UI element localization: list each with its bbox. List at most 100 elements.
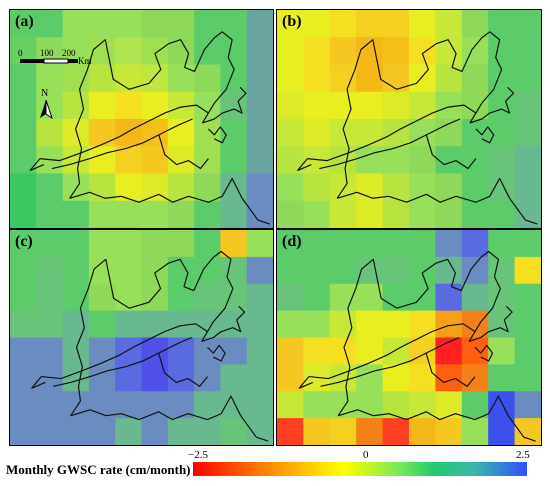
grid-cell [62, 256, 90, 285]
grid-cell [88, 200, 116, 228]
basin-boundary-line [298, 376, 313, 389]
grid-cell [115, 230, 142, 258]
grid-cell [167, 364, 195, 392]
grid-cell [194, 364, 221, 392]
basin-boundary-line [468, 305, 513, 342]
grid-cell [514, 230, 541, 258]
grid-cell [194, 418, 221, 445]
grid-cell [488, 173, 516, 202]
grid-cell [10, 200, 37, 228]
grid-cell [141, 310, 169, 338]
map-panel-a: (a) 0 100 200 Km N [9, 9, 274, 229]
grid-cell [246, 310, 273, 338]
grid-cell [220, 146, 248, 174]
grid-cell [246, 173, 273, 202]
grid-cell [115, 337, 142, 365]
grid-cell [220, 310, 248, 338]
grid-cell [246, 64, 273, 93]
grid-cell [329, 418, 357, 445]
grid-cell [277, 64, 304, 93]
grid-cell [356, 364, 384, 392]
grid-cell [246, 364, 273, 392]
grid-cell [115, 10, 142, 38]
grid-cell [409, 418, 436, 445]
grid-cell [382, 364, 410, 392]
grid-cell [62, 91, 90, 120]
basin-boundary-line [475, 126, 495, 144]
basin-boundary-line [29, 158, 45, 172]
grid-cell [277, 256, 304, 285]
basin-boundary-line [69, 31, 235, 199]
grid-cell [115, 119, 142, 147]
grid-cell [488, 337, 516, 365]
grid-cell [329, 119, 357, 147]
basin-boundary-line [51, 118, 193, 170]
grid-cell [461, 337, 489, 365]
grid-cell [277, 391, 304, 419]
basin-boundary-line [158, 134, 209, 170]
basin-boundary-line [336, 31, 503, 199]
grid-cell [10, 230, 37, 258]
grid-cell [303, 37, 331, 65]
grid-cell [303, 283, 331, 312]
grid-cell [409, 200, 436, 228]
grid-cell [435, 146, 463, 174]
grid-cell [514, 364, 541, 392]
grid-cell [303, 64, 331, 93]
grid-cell [356, 10, 384, 38]
grid-cell [461, 64, 489, 93]
grid-cell [409, 283, 436, 312]
grid-cell [382, 146, 410, 174]
basin-boundary-line [70, 250, 234, 417]
basin-boundary-line [158, 352, 208, 387]
grid-cell [220, 200, 248, 228]
grid-cell [409, 310, 436, 338]
grid-cell [141, 10, 169, 38]
grid-cell [36, 200, 64, 228]
grid-cell [62, 64, 90, 93]
grid-cell [382, 119, 410, 147]
grid-cell [303, 337, 331, 365]
grid-cell [88, 337, 116, 365]
grid-cell [461, 418, 489, 445]
grid-cell [115, 200, 142, 228]
grid-cell [461, 364, 489, 392]
grid-cell [488, 310, 516, 338]
grid-cell [461, 310, 489, 338]
grid-cell [435, 283, 463, 312]
grid-cell [246, 418, 273, 445]
grid-cell [514, 283, 541, 312]
scale-bar: 0 100 200 Km [18, 48, 93, 70]
grid-cell [409, 337, 436, 365]
grid-cell [115, 256, 142, 285]
legend-max-label: 2.5 [516, 449, 530, 461]
grid-cell [88, 10, 116, 38]
grid-cell [277, 230, 304, 258]
basin-boundary-line [70, 395, 269, 442]
scale-tick-100: 100 [40, 48, 54, 58]
grid-cell [194, 337, 221, 365]
grid-cell [461, 119, 489, 147]
grid-cell [356, 200, 384, 228]
grid-cell [88, 119, 116, 147]
north-label: N [41, 88, 49, 99]
panel-label-d: (d) [282, 233, 302, 250]
grid-cell [461, 200, 489, 228]
grid-cell [194, 173, 221, 202]
grid-cell [435, 230, 463, 258]
grid-cell [141, 230, 169, 258]
grid-cell [329, 200, 357, 228]
grid-cell [167, 283, 195, 312]
grid-cell [167, 200, 195, 228]
grid-cell [10, 418, 37, 445]
map-panel-c: (c) [9, 229, 274, 446]
basin-boundary-line [207, 126, 227, 144]
grid-cell [514, 310, 541, 338]
grid-cell [382, 310, 410, 338]
grid-cell [488, 230, 516, 258]
basin-outline-a [29, 31, 271, 225]
grid-cell [277, 418, 304, 445]
grid-cell [36, 418, 64, 445]
grid-cell [10, 256, 37, 285]
grid-cell [356, 337, 384, 365]
